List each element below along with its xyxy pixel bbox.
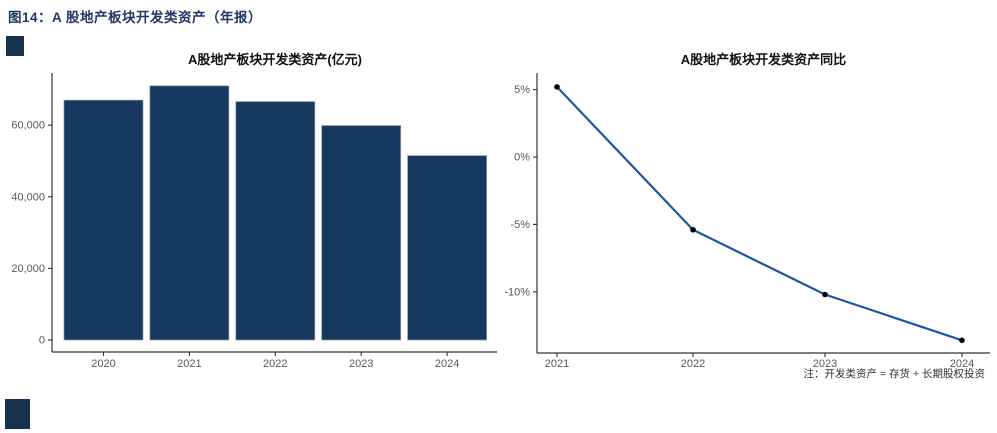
line-chart-panel: A股地产板块开发类资产同比 5% 0% -5% -10% 2021 2022 2023 202… <box>505 45 997 385</box>
line-series-group <box>554 84 965 344</box>
svg-text:2022: 2022 <box>263 358 287 370</box>
bar-chart-svg: 0 20,000 40,000 60,000 2020 2021 2022 2023 2024 <box>11 73 497 370</box>
axes-group: 5% 0% -5% -10% 2021 2022 2023 2024 <box>505 73 990 370</box>
bar-2021 <box>149 85 230 341</box>
data-point-2024 <box>959 337 965 344</box>
svg-text:5%: 5% <box>514 84 530 96</box>
svg-text:2022: 2022 <box>681 358 705 370</box>
data-point-2022 <box>690 226 696 233</box>
bar-chart-panel: A股地产板块开发类资产(亿元) 0 20,000 40,000 60,000 2020 2… <box>10 45 498 385</box>
svg-text:-5%: -5% <box>510 219 530 231</box>
svg-text:2024: 2024 <box>435 358 459 370</box>
data-line <box>555 85 964 342</box>
line-chart-title: A股地产板块开发类资产同比 <box>680 52 847 67</box>
bar-2024 <box>407 155 487 341</box>
svg-text:2021: 2021 <box>545 358 569 370</box>
line-chart-svg: 5% 0% -5% -10% 2021 2022 2023 2024 <box>505 73 990 370</box>
svg-text:2023: 2023 <box>349 358 373 370</box>
data-point-2023 <box>822 291 828 298</box>
footnote-text: 注：开发类资产 = 存货 + 长期股权投资 <box>803 368 985 380</box>
svg-text:2024: 2024 <box>950 358 974 370</box>
svg-text:0: 0 <box>39 335 45 347</box>
bar-2020 <box>63 99 144 341</box>
bar-2023 <box>321 125 402 341</box>
bar-chart-title: A股地产板块开发类资产(亿元) <box>187 52 363 67</box>
bars-group <box>63 85 487 341</box>
decoration-block-top-left <box>6 36 24 56</box>
svg-text:20,000: 20,000 <box>11 263 45 275</box>
page-title: 图14：A 股地产板块开发类资产（年报） <box>8 10 263 25</box>
data-point-2021 <box>554 84 560 90</box>
axes-group: 0 20,000 40,000 60,000 2020 2021 2022 2023 2024 <box>11 73 497 370</box>
svg-text:2020: 2020 <box>91 358 115 370</box>
bar-2022 <box>235 101 316 341</box>
svg-text:0%: 0% <box>514 152 530 164</box>
decoration-block-bottom-left <box>5 399 30 429</box>
svg-text:-10%: -10% <box>505 286 530 298</box>
svg-text:40,000: 40,000 <box>11 191 45 203</box>
svg-text:60,000: 60,000 <box>11 120 45 132</box>
svg-text:2021: 2021 <box>177 358 201 370</box>
svg-text:2023: 2023 <box>813 358 837 370</box>
